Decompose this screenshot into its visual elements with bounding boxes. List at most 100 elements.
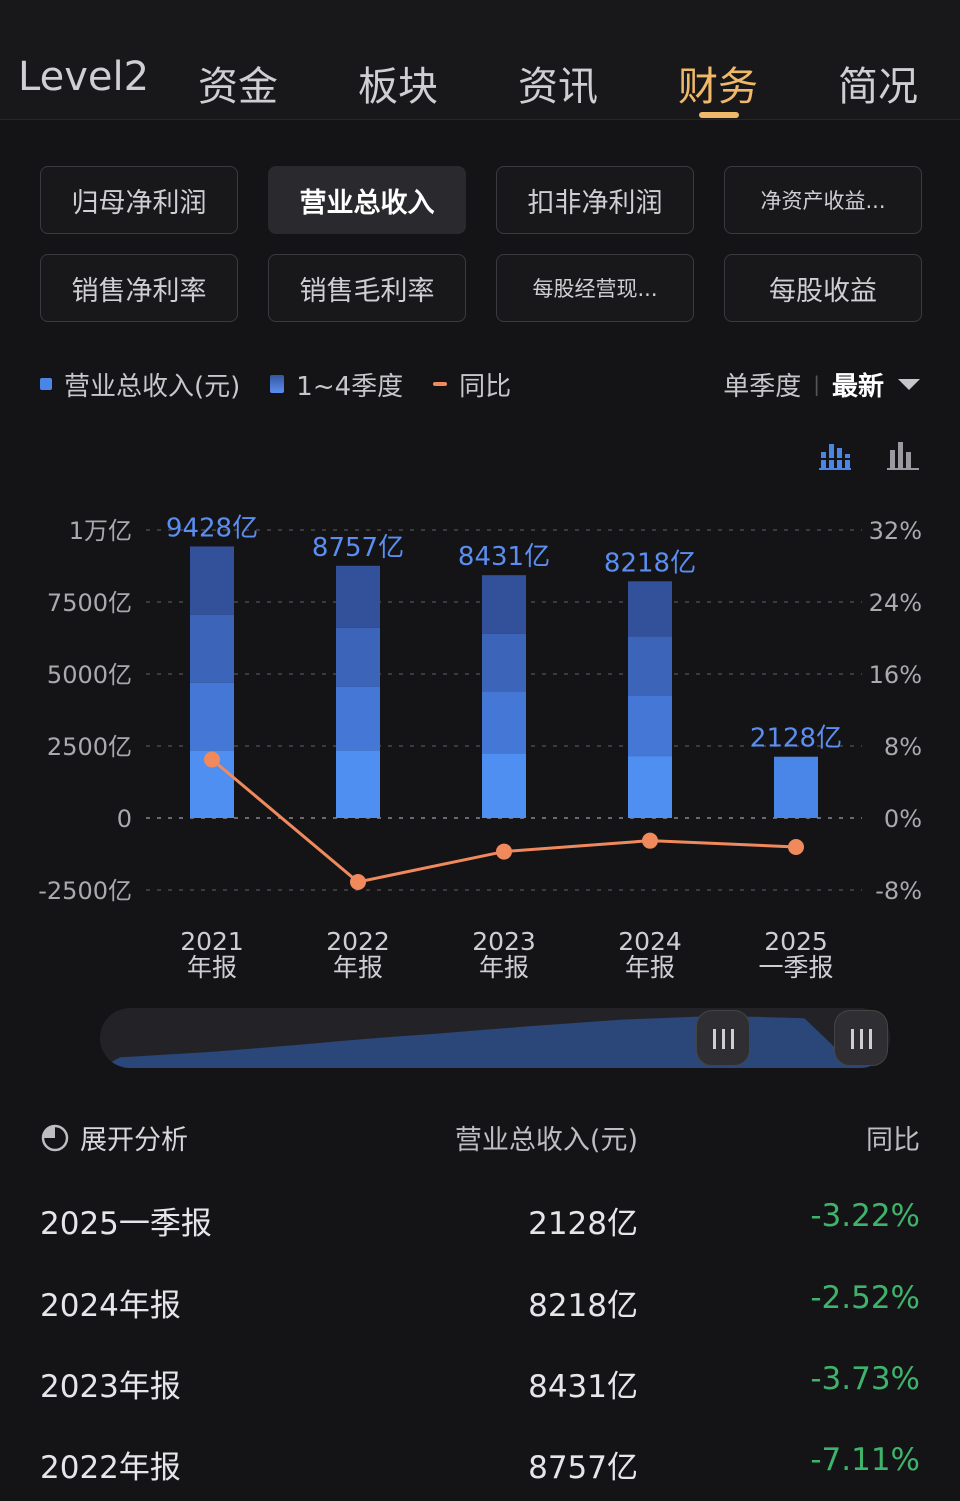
row-period: 2024年报 — [40, 1288, 181, 1324]
row-revenue: 2128亿 — [528, 1206, 638, 1242]
tab-finance[interactable]: 财务 — [678, 64, 758, 110]
yoy-point — [496, 843, 512, 860]
chart-legend: 营业总收入(元) 1~4季度 同比 — [40, 364, 541, 404]
table-row[interactable]: 2025一季报 2128亿 -3.22% — [0, 1188, 960, 1248]
expand-analysis-button[interactable]: 展开分析 — [40, 1118, 188, 1157]
metric-deducted-net-profit-button[interactable]: 扣非净利润 — [496, 166, 694, 234]
tab-profile[interactable]: 简况 — [838, 64, 918, 110]
yoy-point — [642, 832, 658, 849]
row-yoy: -3.73% — [810, 1361, 920, 1397]
y-tick-label-left: -2500亿 — [38, 877, 132, 905]
row-revenue: 8218亿 — [528, 1288, 638, 1324]
range-handle-right[interactable] — [834, 1010, 888, 1066]
metric-total-revenue-button[interactable]: 营业总收入 — [268, 166, 466, 234]
bar-segment — [190, 614, 234, 683]
overview-area — [100, 1016, 890, 1068]
legend-quarters-label: 1~4季度 — [296, 371, 404, 402]
metric-gross-margin-button[interactable]: 销售毛利率 — [268, 254, 466, 322]
yoy-point — [204, 751, 220, 768]
metric-net-margin-button[interactable]: 销售净利率 — [40, 254, 238, 322]
bar-value-label: 9428亿 — [166, 513, 258, 543]
bar-segment — [336, 627, 380, 687]
bar-chart-icon[interactable] — [886, 438, 920, 472]
row-yoy: -2.52% — [810, 1280, 920, 1316]
x-tick-label: 年报 — [333, 953, 383, 982]
x-tick-label: 2025 — [764, 927, 828, 956]
x-tick-label: 2022 — [326, 927, 390, 956]
x-tick-label: 年报 — [625, 953, 675, 982]
chevron-down-icon[interactable] — [898, 378, 920, 390]
legend-square-icon — [40, 378, 52, 390]
legend-yoy[interactable]: 同比 — [433, 366, 511, 403]
legend-line-icon — [433, 382, 448, 386]
y-tick-label-right: -8% — [875, 877, 922, 905]
bar-segment — [482, 575, 526, 634]
top-nav: Level2 资金 板块 资讯 财务 简况 — [0, 0, 960, 120]
tab-level2[interactable]: Level2 — [18, 54, 150, 100]
legend-stack-icon — [270, 375, 285, 393]
bar-value-label: 2128亿 — [750, 724, 842, 754]
bar-segment — [482, 691, 526, 754]
legend-yoy-label: 同比 — [459, 371, 512, 402]
metric-operating-cashflow-per-share-button[interactable]: 每股经营现... — [496, 254, 694, 322]
table-header: 展开分析 营业总收入(元) 同比 — [0, 1112, 960, 1162]
chart-grid — [146, 529, 862, 891]
bar-segment — [482, 633, 526, 692]
grip-icon — [851, 1029, 872, 1049]
yoy-point — [788, 838, 804, 855]
y-tick-label-left: 7500亿 — [47, 589, 132, 617]
bar-segment — [628, 756, 672, 818]
range-handle-left[interactable] — [696, 1010, 750, 1066]
bar-labels: 9428亿 8757亿 8431亿 8218亿 2128亿 — [166, 513, 842, 753]
x-tick-label: 一季报 — [758, 953, 833, 982]
x-tick-label: 年报 — [187, 953, 237, 982]
tab-sector[interactable]: 板块 — [358, 64, 438, 110]
bar-segment — [336, 750, 380, 818]
single-quarter-option[interactable]: 单季度 — [723, 371, 802, 402]
bar-series — [190, 546, 818, 818]
row-period: 2025一季报 — [40, 1206, 212, 1242]
table-row[interactable]: 2024年报 8218亿 -2.52% — [0, 1270, 960, 1330]
column-header-yoy: 同比 — [866, 1125, 920, 1156]
bar-value-label: 8431亿 — [458, 542, 550, 572]
row-yoy: -7.11% — [810, 1442, 920, 1478]
y-tick-label-left: 0 — [117, 805, 132, 833]
x-tick-label: 年报 — [479, 953, 529, 982]
bar-segment — [190, 682, 234, 751]
bar-segment — [628, 695, 672, 757]
stacked-bar-chart-icon[interactable] — [818, 438, 852, 472]
bar-segment — [336, 565, 380, 628]
y-tick-label-right: 24% — [869, 589, 922, 617]
latest-option[interactable]: 最新 — [831, 371, 884, 402]
table-row[interactable]: 2022年报 8757亿 -7.11% — [0, 1432, 960, 1492]
row-period: 2022年报 — [40, 1450, 181, 1486]
grip-icon — [713, 1029, 734, 1049]
y-axis-right: 32% 24% 16% 8% 0% -8% — [869, 517, 922, 905]
y-tick-label-right: 8% — [884, 733, 922, 761]
period-divider: | — [813, 372, 820, 396]
row-yoy: -3.22% — [810, 1198, 920, 1234]
period-selector[interactable]: 单季度 | 最新 — [723, 364, 920, 404]
metric-net-profit-parent-button[interactable]: 归母净利润 — [40, 166, 238, 234]
y-tick-label-right: 16% — [869, 661, 922, 689]
y-tick-label-right: 32% — [869, 517, 922, 545]
bar-value-label: 8757亿 — [312, 533, 404, 563]
tab-capital[interactable]: 资金 — [198, 64, 278, 110]
row-period: 2023年报 — [40, 1369, 181, 1405]
column-header-revenue: 营业总收入(元) — [454, 1125, 638, 1156]
row-revenue: 8757亿 — [528, 1450, 638, 1486]
row-revenue: 8431亿 — [528, 1369, 638, 1405]
bar-segment — [628, 636, 672, 696]
tab-news[interactable]: 资讯 — [518, 64, 598, 110]
table-row[interactable]: 2023年报 8431亿 -3.73% — [0, 1351, 960, 1411]
range-scroller[interactable] — [100, 1008, 890, 1068]
legend-quarters[interactable]: 1~4季度 — [270, 366, 403, 403]
metric-roe-button[interactable]: 净资产收益... — [724, 166, 922, 234]
metric-eps-button[interactable]: 每股收益 — [724, 254, 922, 322]
active-tab-indicator — [699, 112, 739, 118]
x-tick-label: 2021 — [180, 927, 244, 956]
legend-revenue-label: 营业总收入(元) — [64, 371, 241, 402]
bar-segment — [628, 581, 672, 637]
legend-revenue[interactable]: 营业总收入(元) — [40, 366, 240, 403]
